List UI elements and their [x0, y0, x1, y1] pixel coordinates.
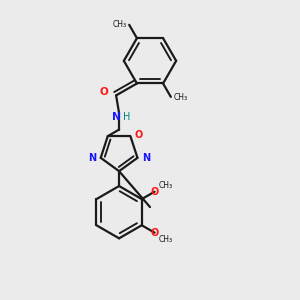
Text: N: N: [88, 153, 96, 163]
Text: O: O: [151, 228, 159, 238]
Text: CH₃: CH₃: [159, 181, 173, 190]
Text: O: O: [151, 187, 159, 197]
Text: CH₃: CH₃: [113, 20, 127, 29]
Text: CH₃: CH₃: [159, 235, 173, 244]
Text: H: H: [123, 112, 130, 122]
Text: O: O: [100, 87, 109, 98]
Text: N: N: [112, 112, 121, 122]
Text: N: N: [142, 153, 150, 163]
Text: CH₃: CH₃: [173, 93, 187, 102]
Text: O: O: [135, 130, 143, 140]
